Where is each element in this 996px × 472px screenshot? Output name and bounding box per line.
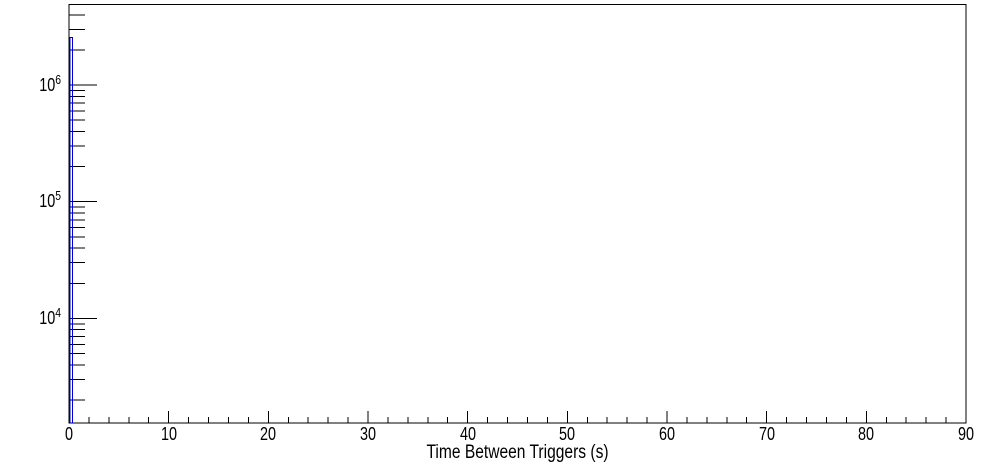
y-tick-label-exponent: 5 [55,188,61,204]
y-axis-ticks [69,14,97,401]
y-tick-label: 105 [12,188,61,212]
y-tick-label-exponent: 6 [55,71,61,87]
x-axis-title: Time Between Triggers (s) [426,442,609,463]
x-tick-label: 90 [957,424,975,444]
x-tick-label: 70 [758,424,775,444]
x-tick-label: 10 [160,424,177,444]
y-tick-label-base: 10 [39,74,56,95]
x-tick-label: 40 [459,424,476,444]
y-tick-label-base: 10 [39,307,56,328]
x-tick-label: 20 [260,424,277,444]
y-tick-label: 104 [12,304,61,329]
y-tick-label: 106 [12,71,61,96]
y-tick-label-base: 10 [39,191,56,212]
x-tick-label: 30 [359,424,377,444]
x-tick-label: 60 [658,424,676,444]
x-tick-label: 0 [64,424,73,444]
x-axis-ticks [68,411,967,423]
histogram-spike [69,36,74,423]
x-tick-label: 50 [559,424,576,444]
plot-frame-border [68,4,967,424]
x-tick-label: 80 [858,424,875,444]
y-tick-label-exponent: 4 [55,304,61,320]
